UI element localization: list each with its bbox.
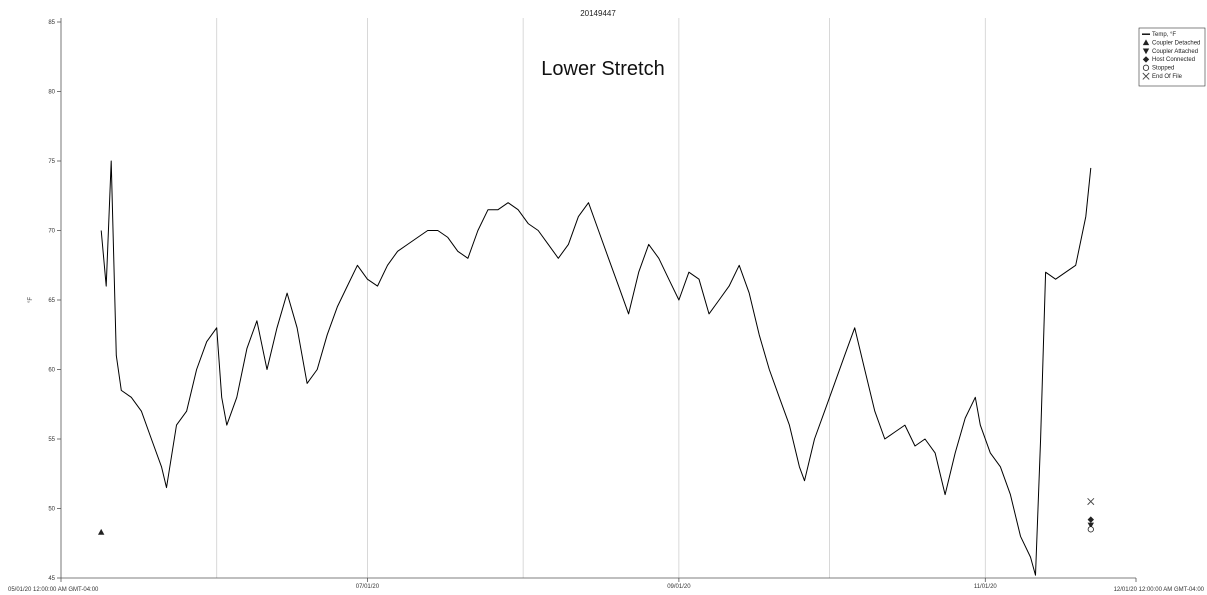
y-tick-label: 70 <box>48 229 55 235</box>
y-tick-label: 55 <box>48 437 55 443</box>
x-start-label: 05/01/20 12:00:00 AM GMT-04:00 <box>8 587 99 593</box>
legend: Temp, °F Coupler Detached Coupler Attached… <box>1138 27 1206 87</box>
x-tick-label: 11/01/20 <box>974 584 998 590</box>
y-tick-label: 45 <box>48 576 55 582</box>
y-tick-label: 85 <box>48 20 55 26</box>
marker-diamond <box>1087 516 1094 523</box>
y-ticks: 45 50 55 60 65 70 75 80 85 <box>48 20 61 582</box>
marker-x <box>1087 498 1095 506</box>
y-tick-label: 80 <box>48 90 55 96</box>
x-tick-label: 07/01/20 <box>356 584 380 590</box>
legend-symbol-circle-open <box>1142 64 1150 71</box>
x-tick-label: 09/01/20 <box>667 584 691 590</box>
legend-symbol-x <box>1142 72 1150 80</box>
legend-symbol-triangle-down <box>1142 48 1150 55</box>
legend-label: End Of File <box>1152 74 1183 80</box>
legend-label: Stopped <box>1152 66 1174 72</box>
series-line-0 <box>100 160 1092 576</box>
legend-label: Coupler Detached <box>1152 40 1200 46</box>
chart-title: 20149447 <box>580 9 616 18</box>
annotation-label: Lower Stretch <box>541 58 664 80</box>
legend-symbol-diamond <box>1142 56 1150 63</box>
y-tick-label: 65 <box>48 298 55 304</box>
y-tick-label: 75 <box>48 159 55 165</box>
series-group <box>100 160 1092 576</box>
marker-triangle-down <box>1087 522 1094 529</box>
legend-label: Temp, °F <box>1152 32 1176 38</box>
y-axis-label: °F <box>28 297 34 303</box>
legend-label: Host Connected <box>1152 57 1195 63</box>
x-end-label: 12/01/20 12:00:00 AM GMT-04:00 <box>1114 587 1205 593</box>
marker-circle-open <box>1087 526 1094 533</box>
event-markers <box>97 498 1095 535</box>
y-tick-label: 50 <box>48 507 55 513</box>
legend-box <box>1138 27 1206 87</box>
marker-triangle-up <box>97 528 105 535</box>
x-ticks: 07/01/20 09/01/20 11/01/20 <box>60 578 1137 590</box>
grid <box>216 18 986 578</box>
legend-symbol-triangle-up <box>1142 39 1150 46</box>
y-tick-label: 60 <box>48 368 55 374</box>
legend-label: Coupler Attached <box>1152 49 1198 55</box>
